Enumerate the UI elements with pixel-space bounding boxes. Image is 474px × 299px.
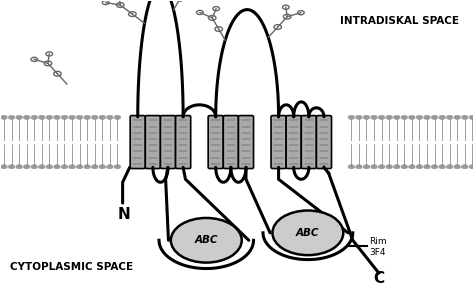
Circle shape [386,165,392,169]
FancyBboxPatch shape [317,116,331,169]
Circle shape [107,115,113,119]
Circle shape [91,115,98,119]
Circle shape [409,165,415,169]
Text: C: C [373,271,384,286]
Circle shape [454,165,461,169]
Circle shape [31,165,37,169]
Circle shape [401,165,408,169]
Circle shape [356,165,362,169]
Circle shape [76,115,83,119]
Circle shape [46,165,53,169]
Circle shape [431,165,438,169]
Circle shape [371,115,377,119]
Circle shape [439,115,446,119]
Circle shape [54,115,60,119]
Circle shape [54,165,60,169]
Circle shape [401,115,408,119]
Text: INTRADISKAL SPACE: INTRADISKAL SPACE [340,16,459,26]
Circle shape [378,165,385,169]
Circle shape [363,165,370,169]
Circle shape [107,165,113,169]
Circle shape [409,115,415,119]
Circle shape [348,115,355,119]
Circle shape [61,165,68,169]
Circle shape [99,115,106,119]
Text: ABC: ABC [296,228,319,238]
Text: 3F4: 3F4 [369,248,386,257]
Circle shape [23,115,30,119]
FancyBboxPatch shape [175,116,191,169]
Circle shape [424,115,430,119]
Circle shape [386,115,392,119]
Circle shape [416,115,423,119]
Circle shape [348,165,355,169]
Circle shape [462,165,468,169]
Circle shape [61,115,68,119]
Circle shape [69,115,75,119]
Circle shape [378,115,385,119]
Circle shape [84,115,91,119]
Circle shape [454,115,461,119]
Circle shape [447,165,453,169]
Circle shape [38,165,45,169]
Circle shape [371,165,377,169]
Circle shape [356,115,362,119]
Circle shape [84,165,91,169]
Ellipse shape [273,210,343,255]
Circle shape [31,115,37,119]
FancyBboxPatch shape [271,116,286,169]
FancyBboxPatch shape [160,116,175,169]
FancyBboxPatch shape [301,116,317,169]
FancyBboxPatch shape [130,116,146,169]
Circle shape [393,165,400,169]
FancyBboxPatch shape [238,116,254,169]
Circle shape [424,165,430,169]
Circle shape [91,165,98,169]
Circle shape [363,115,370,119]
Circle shape [393,115,400,119]
Circle shape [8,165,15,169]
Circle shape [16,115,22,119]
Circle shape [16,165,22,169]
FancyBboxPatch shape [286,116,301,169]
Circle shape [0,115,7,119]
Circle shape [431,115,438,119]
Circle shape [439,165,446,169]
Circle shape [114,115,121,119]
Text: N: N [117,208,130,222]
Circle shape [46,115,53,119]
Text: ABC: ABC [194,235,218,245]
FancyBboxPatch shape [223,116,238,169]
Circle shape [416,165,423,169]
Circle shape [38,115,45,119]
Circle shape [69,165,75,169]
Circle shape [76,165,83,169]
Circle shape [462,115,468,119]
FancyBboxPatch shape [208,116,223,169]
Circle shape [447,115,453,119]
Ellipse shape [171,218,242,263]
Circle shape [8,115,15,119]
FancyBboxPatch shape [146,116,160,169]
Circle shape [23,165,30,169]
Circle shape [469,165,474,169]
Text: Rim: Rim [369,237,387,246]
Circle shape [99,165,106,169]
Circle shape [0,165,7,169]
Circle shape [469,115,474,119]
Text: CYTOPLASMIC SPACE: CYTOPLASMIC SPACE [10,262,133,271]
Circle shape [114,165,121,169]
